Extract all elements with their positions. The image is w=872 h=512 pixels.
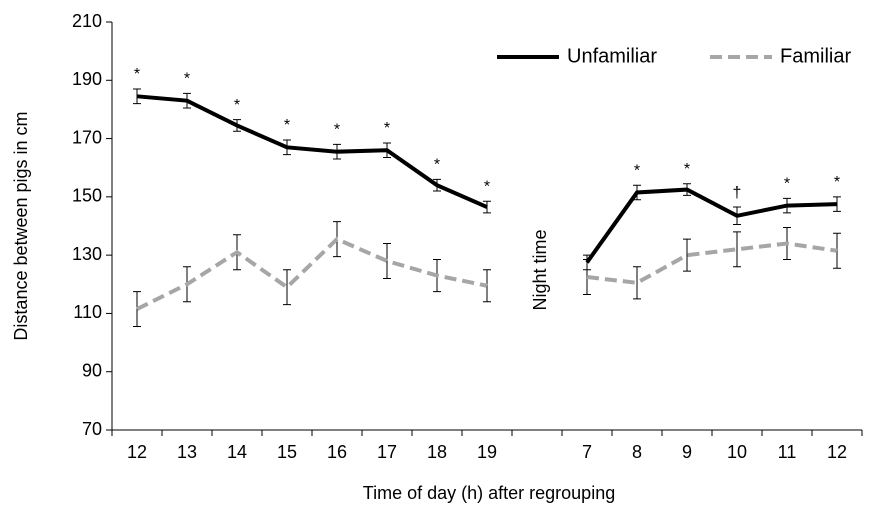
error-bar bbox=[733, 231, 741, 268]
significance-marker: * bbox=[284, 117, 290, 134]
x-tick-label: 19 bbox=[477, 442, 497, 462]
legend-label: Unfamiliar bbox=[567, 45, 657, 67]
x-tick-label: 17 bbox=[377, 442, 397, 462]
x-tick-label: 9 bbox=[682, 442, 692, 462]
x-tick-label: 14 bbox=[227, 442, 247, 462]
error-bar bbox=[283, 269, 291, 306]
x-tick-label: 12 bbox=[127, 442, 147, 462]
error-bar bbox=[483, 200, 491, 214]
y-tick-label: 130 bbox=[72, 244, 102, 264]
significance-marker: * bbox=[834, 174, 840, 191]
series-line bbox=[136, 236, 838, 311]
y-tick-label: 210 bbox=[72, 11, 102, 31]
significance-marker: * bbox=[134, 66, 140, 83]
y-tick-label: 170 bbox=[72, 127, 102, 147]
x-tick-label: 16 bbox=[327, 442, 347, 462]
significance-marker: † bbox=[733, 184, 742, 201]
legend-label: Familiar bbox=[780, 45, 851, 67]
significance-marker: * bbox=[334, 122, 340, 139]
x-tick-label: 8 bbox=[632, 442, 642, 462]
significance-marker: * bbox=[684, 161, 690, 178]
y-tick-label: 150 bbox=[72, 186, 102, 206]
night-time-label: Night time bbox=[530, 229, 550, 310]
significance-marker: * bbox=[434, 157, 440, 174]
y-tick-label: 110 bbox=[73, 302, 102, 322]
series-line bbox=[136, 94, 838, 264]
y-tick-label: 190 bbox=[72, 69, 102, 89]
x-tick-label: 13 bbox=[177, 442, 197, 462]
x-axis-title: Time of day (h) after regrouping bbox=[363, 483, 615, 503]
y-tick-label: 70 bbox=[82, 419, 102, 439]
error-bar bbox=[683, 238, 691, 272]
significance-marker: * bbox=[184, 71, 190, 88]
error-bar bbox=[833, 232, 841, 269]
significance-marker: * bbox=[784, 176, 790, 193]
error-bar bbox=[383, 242, 391, 279]
error-bar bbox=[633, 266, 641, 300]
x-tick-label: 12 bbox=[827, 442, 847, 462]
x-tick-label: 18 bbox=[427, 442, 447, 462]
x-tick-label: 7 bbox=[582, 442, 592, 462]
significance-marker: * bbox=[484, 178, 490, 195]
significance-marker: * bbox=[384, 120, 390, 137]
x-tick-label: 10 bbox=[727, 442, 747, 462]
y-tick-label: 90 bbox=[82, 360, 102, 380]
significance-marker: * bbox=[634, 162, 640, 179]
x-tick-label: 11 bbox=[778, 442, 797, 462]
significance-marker: * bbox=[234, 97, 240, 114]
x-tick-label: 15 bbox=[277, 442, 297, 462]
y-axis-title: Distance between pigs in cm bbox=[11, 111, 31, 340]
